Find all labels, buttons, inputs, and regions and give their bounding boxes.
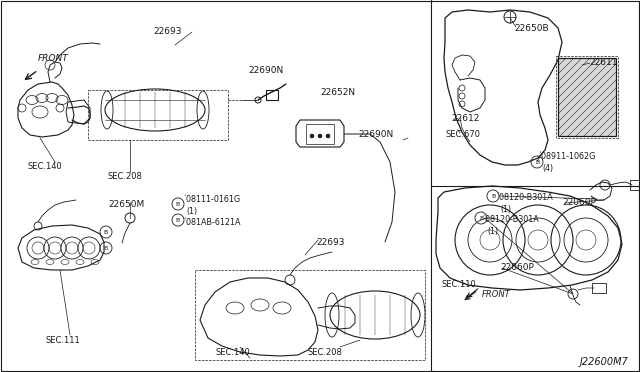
Text: ´081AB-6121A: ´081AB-6121A (183, 218, 241, 227)
Text: 22060P: 22060P (500, 263, 534, 272)
Text: 22612: 22612 (451, 114, 479, 123)
Text: SEC.208: SEC.208 (108, 172, 143, 181)
Text: B: B (535, 160, 539, 166)
Text: 22690N: 22690N (358, 130, 393, 139)
Bar (558, 58, 616, 136)
Bar (195, 270, 425, 360)
Text: (1): (1) (500, 205, 511, 214)
Bar (266, 90, 278, 100)
Text: 22060P: 22060P (562, 198, 596, 207)
Circle shape (318, 134, 322, 138)
Text: B: B (104, 247, 108, 251)
Text: 22693: 22693 (316, 238, 344, 247)
Text: J22600M7: J22600M7 (580, 357, 628, 367)
Text: SEC.110: SEC.110 (442, 280, 477, 289)
Bar (630, 180, 640, 190)
Text: B: B (479, 217, 483, 221)
Text: SEC.140: SEC.140 (27, 162, 61, 171)
Text: B: B (104, 231, 108, 235)
Text: 22650B: 22650B (514, 24, 548, 33)
Text: 22690N: 22690N (248, 66, 284, 75)
Text: 22652N: 22652N (320, 88, 355, 97)
Bar (88, 90, 228, 140)
Bar (592, 283, 606, 293)
Text: 22611: 22611 (589, 58, 618, 67)
Text: (4): (4) (542, 164, 553, 173)
Text: B: B (176, 202, 180, 208)
Text: ´08120-B301A: ´08120-B301A (496, 193, 554, 202)
Text: SEC.111: SEC.111 (46, 336, 81, 345)
Text: 22650M: 22650M (108, 200, 144, 209)
Text: 22693: 22693 (154, 27, 182, 36)
Text: FRONT: FRONT (38, 54, 68, 63)
Text: ´08120-B301A: ´08120-B301A (482, 215, 540, 224)
Text: SEC.140: SEC.140 (215, 348, 250, 357)
Text: ´08911-1062G: ´08911-1062G (538, 152, 596, 161)
Text: (1): (1) (487, 227, 498, 236)
Text: B: B (176, 218, 180, 224)
Bar (556, 56, 618, 138)
Circle shape (326, 134, 330, 138)
Bar (306, 124, 334, 144)
Text: B: B (491, 195, 495, 199)
Text: SEC.208: SEC.208 (308, 348, 343, 357)
Text: ´08111-0161G: ´08111-0161G (183, 195, 241, 204)
Text: FRONT: FRONT (482, 290, 511, 299)
Circle shape (310, 134, 314, 138)
Text: SEC.670: SEC.670 (446, 130, 481, 139)
Text: (1): (1) (186, 207, 197, 216)
